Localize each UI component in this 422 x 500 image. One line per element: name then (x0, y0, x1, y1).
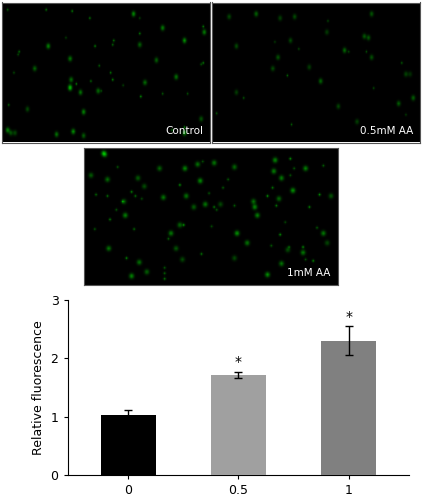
Text: 1mM AA: 1mM AA (287, 268, 330, 278)
Text: 0.5mM AA: 0.5mM AA (360, 126, 414, 136)
Text: *: * (235, 356, 242, 370)
Text: *: * (345, 310, 352, 324)
Text: Control: Control (166, 126, 204, 136)
Bar (211, 374, 266, 475)
Bar (321, 341, 376, 475)
Y-axis label: Relative fluorescence: Relative fluorescence (32, 320, 45, 455)
Bar (100, 415, 156, 475)
